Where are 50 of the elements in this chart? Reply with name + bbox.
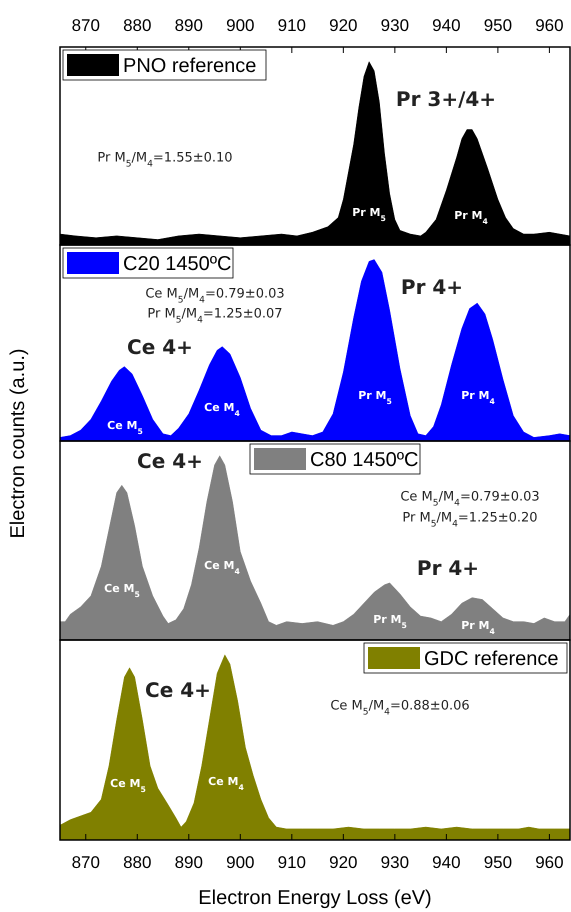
x-tick-label: 940	[432, 853, 461, 872]
annotation: Pr 4+	[416, 556, 480, 580]
x-axis-title: Electron Energy Loss (eV)	[198, 887, 432, 909]
x2-tick-label: 880	[123, 16, 152, 35]
annotation: Ce 4+	[127, 335, 193, 359]
annotation: Pr 3+/4+	[396, 87, 496, 111]
x-tick-label: 900	[226, 853, 254, 872]
annotation: Pr M$_{4}$	[461, 388, 495, 406]
annotation: Ce M$_{4}$	[204, 558, 240, 576]
annotation: Pr M$_{5}$/M$_{4}$=1.25±0.07	[147, 306, 283, 326]
x2-tick-label: 940	[432, 16, 461, 35]
legend-label: GDC reference	[424, 648, 558, 670]
x-tick-label: 930	[380, 853, 410, 872]
x2-tick-label: 960	[535, 16, 564, 35]
annotation: Ce M$_{5}$/M$_{4}$=0.79±0.03	[400, 490, 540, 509]
x2-tick-label: 870	[72, 16, 100, 35]
annotation: Ce M$_{5}$/M$_{4}$=0.88±0.06	[330, 698, 470, 718]
annotation: Ce M$_{5}$/M$_{4}$=0.79±0.03	[145, 286, 285, 306]
annotation: Ce M$_{5}$	[107, 418, 143, 436]
annotation: Pr M$_{5}$/M$_{4}$=1.55±0.10	[97, 150, 233, 170]
x2-tick-label: 950	[484, 16, 512, 35]
annotation: Pr M$_{5}$	[358, 388, 392, 406]
annotation: Pr M$_{5}$/M$_{4}$=1.25±0.20	[402, 510, 538, 530]
annotation: Pr M$_{4}$	[461, 618, 495, 636]
annotation: Pr M$_{5}$	[373, 612, 407, 630]
x2-tick-label: 930	[380, 16, 410, 35]
x-tick-label: 880	[123, 853, 152, 872]
annotation: Ce 4+	[137, 449, 203, 473]
legend-label: C80 1450ºC	[310, 449, 418, 471]
annotation: Pr M$_{4}$	[454, 208, 488, 226]
annotation: Ce M$_{5}$	[110, 776, 146, 794]
annotation: Pr M$_{5}$	[352, 206, 386, 222]
x-tick-label: 870	[72, 853, 100, 872]
x-tick-label: 910	[278, 853, 306, 872]
x2-tick-label: 890	[174, 16, 203, 35]
x2-tick-label: 920	[329, 16, 358, 35]
x-tick-label: 960	[535, 853, 564, 872]
annotation: Ce M$_{5}$	[104, 582, 140, 598]
legend-label: C20 1450ºC	[123, 253, 232, 275]
x2-tick-label: 900	[226, 16, 254, 35]
x-tick-label: 920	[329, 853, 358, 872]
legend-label: PNO reference	[123, 55, 256, 77]
annotation: Ce M$_{4}$	[204, 400, 240, 418]
annotation: Ce 4+	[145, 678, 211, 702]
annotation: Ce M$_{4}$	[208, 774, 244, 792]
y-axis-title: Electron counts (a.u.)	[7, 348, 29, 539]
x2-tick-label: 910	[278, 16, 306, 35]
x-tick-label: 890	[174, 853, 203, 872]
x-tick-label: 950	[484, 853, 512, 872]
annotation: Pr 4+	[400, 275, 464, 299]
